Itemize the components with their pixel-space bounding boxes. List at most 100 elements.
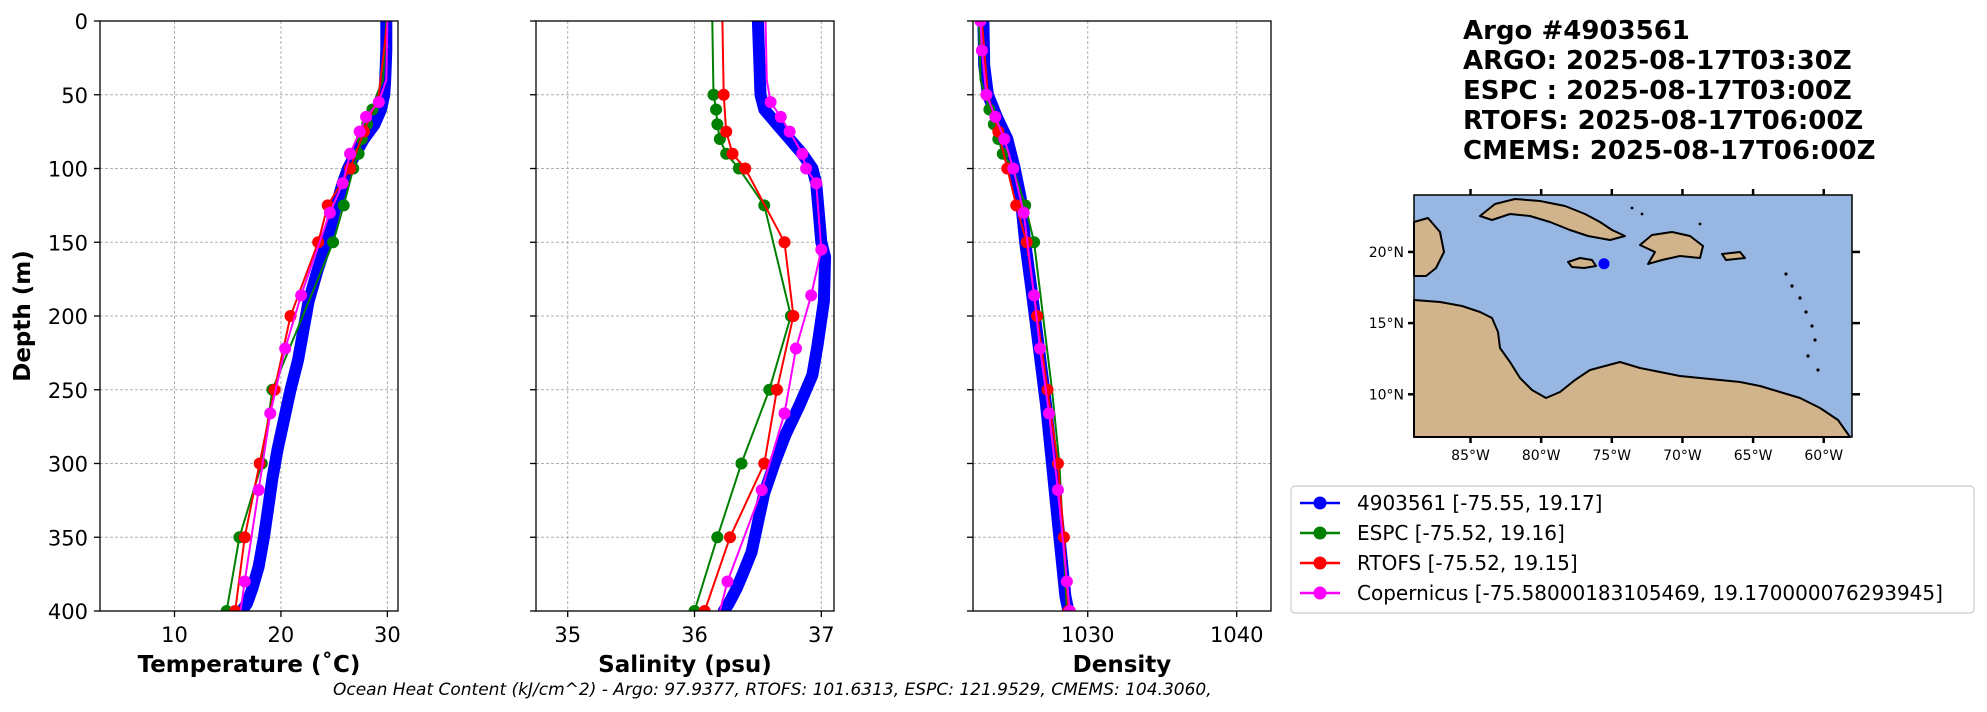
legend-marker — [1313, 556, 1327, 570]
copernicus-point — [295, 289, 308, 302]
land-jamaica — [1567, 257, 1597, 269]
espc-point — [711, 118, 724, 131]
copernicus-point — [975, 44, 988, 57]
y-tick-label: 250 — [48, 379, 88, 403]
rtofs-point — [229, 605, 242, 611]
map-lat-label: 10°N — [1369, 387, 1404, 403]
legend-label: RTOFS [-75.52, 19.15] — [1357, 551, 1578, 575]
map-axes: 85°W 80°W 75°W 70°W 65°W 60°W 20°N 15°N 10°N — [1369, 189, 1860, 464]
map-lon-label: 75°W — [1592, 448, 1631, 464]
map-lon-label: 85°W — [1451, 448, 1490, 464]
espc-point — [688, 605, 701, 611]
title-block: Argo #4903561 ARGO: 2025-08-17T03:30Z ES… — [1463, 16, 1875, 166]
y-tick-label: 300 — [48, 453, 88, 477]
copernicus-point — [810, 177, 823, 190]
copernicus-point — [774, 110, 787, 123]
rtofs-point — [770, 383, 783, 396]
copernicus-point — [279, 342, 292, 355]
copernicus-point — [1063, 605, 1076, 611]
copernicus-point — [1034, 342, 1047, 355]
title-espc-time: ESPC : 2025-08-17T03:00Z — [1463, 76, 1852, 106]
legend-marker — [1313, 586, 1327, 600]
copernicus-point — [1051, 484, 1064, 497]
espc-point — [707, 88, 720, 101]
x-tick-label: 1030 — [1061, 623, 1114, 647]
legend-marker — [1313, 496, 1327, 510]
map-lon-label: 65°W — [1734, 448, 1773, 464]
x-tick-label: 30 — [374, 623, 401, 647]
rtofs-point — [1057, 531, 1070, 544]
x-tick-label: 37 — [808, 623, 835, 647]
title-argo-id: Argo #4903561 — [1463, 16, 1690, 46]
espc-point — [735, 457, 748, 470]
density-panel: 1030 1040 Density — [967, 20, 1272, 678]
salinity-panel: 35 36 37 Salinity (psu) — [530, 20, 835, 678]
copernicus-point — [353, 125, 366, 138]
axes-frame — [99, 20, 399, 612]
map-frame — [1413, 194, 1853, 438]
copernicus-point — [980, 88, 993, 101]
land-hispaniola — [1639, 231, 1704, 265]
copernicus-point — [721, 575, 734, 588]
rtofs-point — [238, 531, 251, 544]
legend-item: ESPC [-75.52, 19.16] — [1300, 521, 1565, 545]
argo-float-marker — [1598, 258, 1610, 270]
espc-point — [710, 103, 723, 116]
title-rtofs-time: RTOFS: 2025-08-17T06:00Z — [1463, 106, 1864, 136]
rtofs-point — [1010, 199, 1023, 212]
rtofs-point — [717, 88, 730, 101]
y-tick-label: 350 — [48, 526, 88, 550]
copernicus-point — [815, 243, 828, 256]
y-tick-label: 400 — [48, 600, 88, 624]
copernicus-point — [755, 484, 768, 497]
copernicus-point — [989, 110, 1002, 123]
legend-label: Copernicus [-75.58000183105469, 19.17000… — [1357, 581, 1943, 605]
copernicus-point — [974, 21, 987, 27]
copernicus-point — [1017, 206, 1030, 219]
map-lon-label: 60°W — [1804, 448, 1843, 464]
legend-item: 4903561 [-75.55, 19.17] — [1300, 491, 1602, 515]
map-lon-label: 80°W — [1522, 448, 1561, 464]
y-tick-label: 150 — [48, 231, 88, 255]
rtofs-point — [724, 531, 737, 544]
x-tick-label: 36 — [681, 623, 708, 647]
map-lon-label: 70°W — [1663, 448, 1702, 464]
rtofs-point — [787, 310, 800, 322]
copernicus-point — [252, 484, 265, 497]
copernicus-point — [1028, 289, 1041, 302]
espc-point — [327, 236, 340, 249]
density-axis-label: Density — [1073, 652, 1172, 678]
copernicus-point — [1060, 575, 1073, 588]
espc-point — [337, 199, 350, 212]
legend-frame — [1290, 485, 1975, 614]
legend-label: 4903561 [-75.55, 19.17] — [1357, 491, 1602, 515]
copernicus-point — [805, 289, 818, 302]
rtofs-point — [1041, 383, 1054, 396]
legend: 4903561 [-75.55, 19.17] ESPC [-75.52, 19.… — [1290, 485, 1975, 614]
rtofs-point — [758, 457, 771, 470]
map-lat-label: 20°N — [1369, 245, 1404, 261]
legend-marker — [1313, 526, 1327, 540]
legend-item: RTOFS [-75.52, 19.15] — [1300, 551, 1578, 575]
depth-axis-label: Depth (m) — [10, 250, 36, 382]
x-tick-label: 10 — [161, 623, 188, 647]
espc-point — [352, 147, 365, 160]
legend-label: ESPC [-75.52, 19.16] — [1357, 521, 1565, 545]
map-lat-label: 15°N — [1369, 316, 1404, 332]
copernicus-point — [783, 125, 796, 138]
y-tick-label: 100 — [48, 158, 88, 182]
argo-profile-line — [717, 21, 832, 611]
copernicus-point — [238, 575, 251, 588]
title-argo-time: ARGO: 2025-08-17T03:30Z — [1463, 46, 1852, 76]
location-map: 85°W 80°W 75°W 70°W 65°W 60°W 20°N 15°N 10°N — [1369, 189, 1860, 464]
copernicus-point — [800, 162, 813, 175]
y-tick-label: 0 — [75, 10, 88, 34]
title-cmems-time: CMEMS: 2025-08-17T06:00Z — [1463, 136, 1876, 166]
rtofs-point — [268, 383, 281, 396]
espc-point — [711, 531, 724, 544]
x-tick-label: 35 — [554, 623, 581, 647]
salinity-axis-label: Salinity (psu) — [598, 652, 772, 678]
rtofs-point — [778, 236, 791, 249]
copernicus-point — [344, 147, 357, 160]
